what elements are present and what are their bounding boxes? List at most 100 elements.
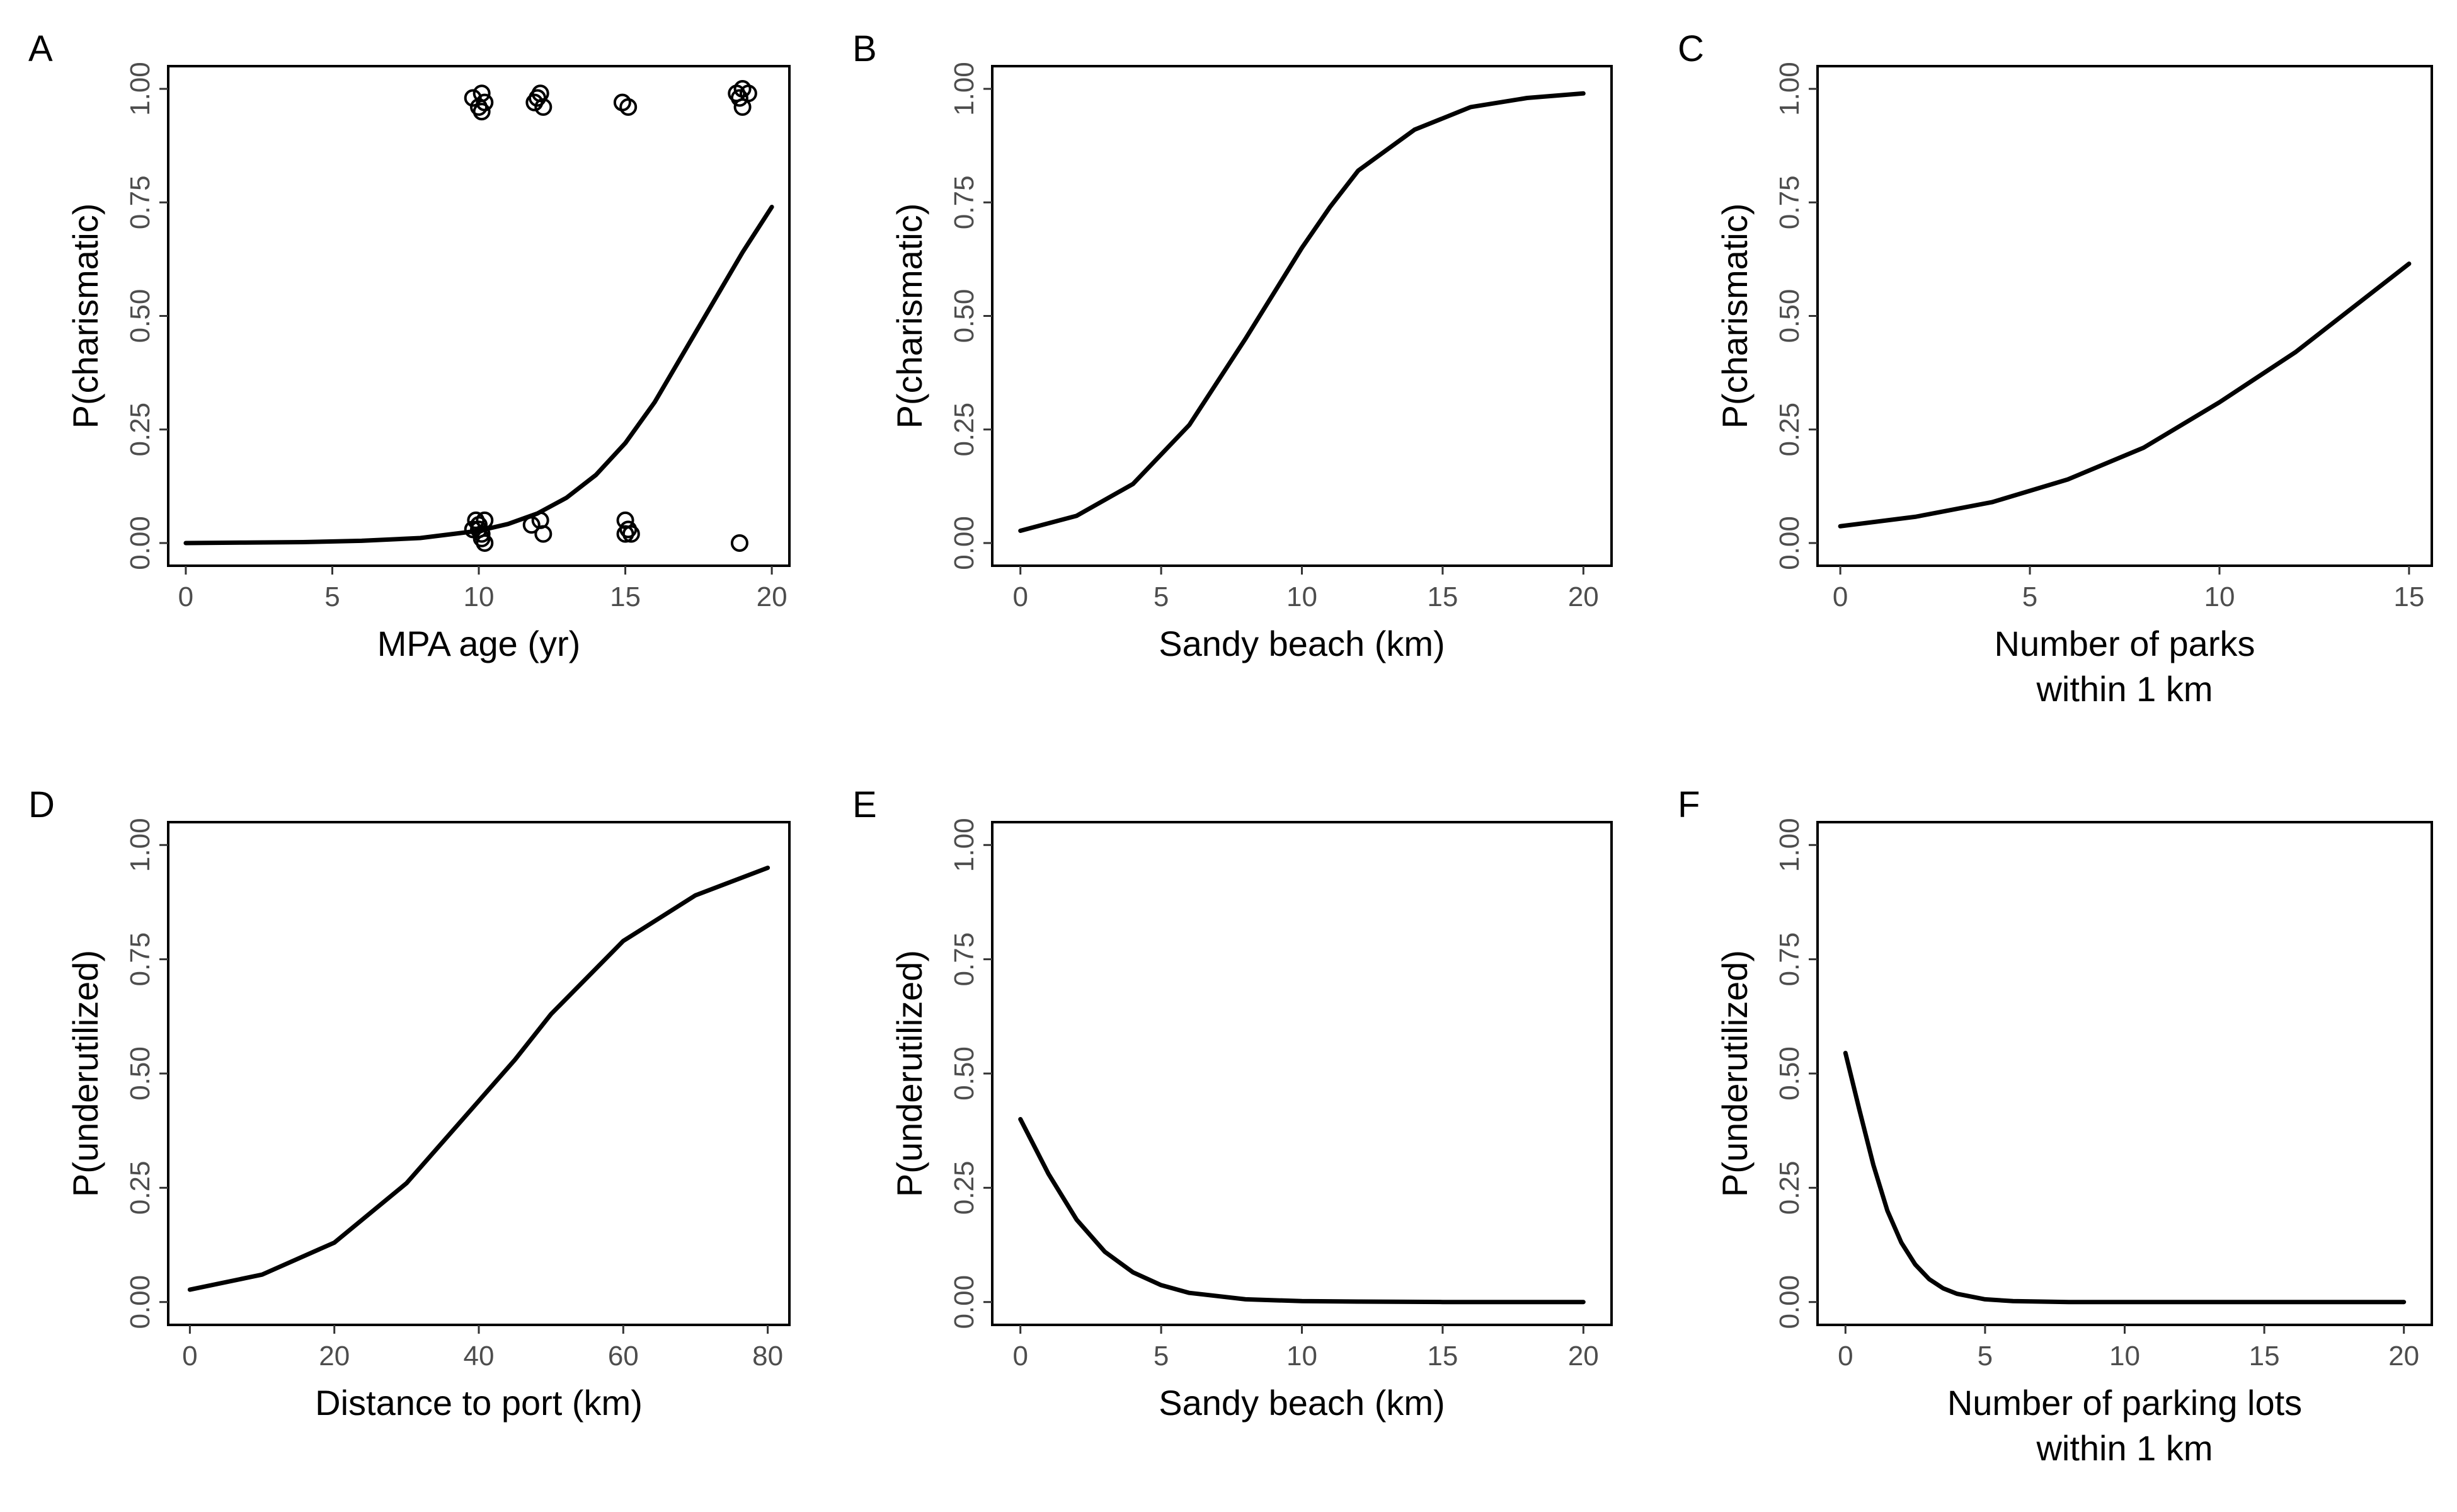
x-tick-label: 0 bbox=[1833, 581, 1848, 612]
fitted-curve bbox=[1843, 1050, 2407, 1305]
x-tick-label: 10 bbox=[2109, 1341, 2140, 1372]
y-axis-title: P(underutilized) bbox=[890, 950, 929, 1197]
data-point bbox=[622, 525, 640, 543]
x-tick-label: 0 bbox=[182, 1341, 197, 1372]
x-tick-label: 15 bbox=[2249, 1341, 2280, 1372]
panel-e-tag: E bbox=[852, 784, 877, 825]
data-point bbox=[616, 525, 634, 543]
x-tick-label: 5 bbox=[1978, 1341, 1993, 1372]
y-tick-label: 0.50 bbox=[125, 1046, 156, 1101]
x-tick-label: 5 bbox=[1154, 1341, 1169, 1372]
x-tick-label: 60 bbox=[608, 1341, 639, 1372]
x-tick-label: 15 bbox=[1427, 581, 1458, 612]
y-tick-label: 0.25 bbox=[949, 1161, 980, 1215]
x-tick-label: 20 bbox=[319, 1341, 350, 1372]
data-point bbox=[733, 98, 752, 116]
x-axis-title: MPA age (yr) bbox=[377, 624, 581, 663]
y-axis-title: P(charismatic) bbox=[1715, 203, 1755, 429]
data-point bbox=[464, 520, 482, 539]
x-axis-title: Distance to port (km) bbox=[315, 1383, 643, 1423]
y-tick-label: 0.75 bbox=[1774, 175, 1805, 229]
fitted-curve bbox=[183, 205, 774, 546]
x-tick-label: 15 bbox=[2393, 581, 2424, 612]
y-tick-label: 1.00 bbox=[949, 62, 980, 116]
x-tick-label: 15 bbox=[1427, 1341, 1458, 1372]
data-point bbox=[476, 511, 494, 529]
data-point bbox=[464, 89, 482, 107]
x-tick-label: 5 bbox=[2022, 581, 2037, 612]
y-tick-label: 0.50 bbox=[949, 1046, 980, 1101]
x-axis-title: within 1 km bbox=[2036, 1428, 2213, 1468]
y-tick-label: 0.00 bbox=[949, 1275, 980, 1329]
data-point bbox=[472, 529, 491, 547]
x-tick-label: 20 bbox=[2388, 1341, 2419, 1372]
x-axis-title: Number of parks bbox=[1995, 624, 2255, 663]
x-tick-label: 20 bbox=[1568, 1341, 1599, 1372]
x-tick-label: 15 bbox=[610, 581, 641, 612]
panel-a-tag: A bbox=[28, 28, 53, 69]
panel-e: E 0 5 10 15 20 0.00 0.25 0.50 0.75 1.00 Sandy beach… bbox=[852, 784, 1613, 1423]
data-point bbox=[522, 516, 541, 534]
x-tick-label: 80 bbox=[752, 1341, 783, 1372]
y-tick-label: 1.00 bbox=[125, 62, 156, 116]
y-tick-label: 0.00 bbox=[1774, 516, 1805, 570]
y-tick-label: 0.50 bbox=[1774, 289, 1805, 343]
x-axis-title: within 1 km bbox=[2036, 669, 2213, 709]
fitted-curve bbox=[187, 866, 770, 1292]
x-tick-label: 40 bbox=[464, 1341, 495, 1372]
panel-a: A 0 5 10 15 20 0.00 0.25 0.50 0.75 1.00 MPA age (yr… bbox=[28, 28, 791, 663]
y-tick-label: 0.00 bbox=[125, 516, 156, 570]
data-point bbox=[730, 89, 748, 107]
data-point bbox=[619, 98, 638, 116]
x-tick-label: 0 bbox=[1012, 1341, 1028, 1372]
panel-f-tag: F bbox=[1678, 784, 1700, 825]
panel-b-tag: B bbox=[852, 28, 877, 69]
y-tick-label: 0.25 bbox=[125, 403, 156, 457]
y-tick-label: 1.00 bbox=[949, 818, 980, 872]
y-axis-title: P(underutilized) bbox=[1715, 950, 1755, 1197]
x-axis-title: Sandy beach (km) bbox=[1159, 1383, 1445, 1423]
x-tick-label: 0 bbox=[178, 581, 193, 612]
x-tick-label: 20 bbox=[757, 581, 788, 612]
y-tick-label: 0.75 bbox=[1774, 932, 1805, 987]
x-tick-label: 0 bbox=[1838, 1341, 1853, 1372]
data-point bbox=[470, 520, 488, 539]
data-point bbox=[529, 89, 547, 107]
y-axis-title: P(charismatic) bbox=[890, 203, 929, 429]
fitted-curve bbox=[1838, 261, 2412, 529]
data-point bbox=[472, 84, 491, 103]
y-tick-label: 0.75 bbox=[949, 175, 980, 229]
data-point bbox=[534, 525, 553, 543]
y-axis-title: P(underutilized) bbox=[66, 950, 105, 1197]
panel-d: D 0 20 40 60 80 0.00 0.25 0.50 0.75 1.00 Distance t… bbox=[28, 784, 791, 1423]
y-tick-label: 1.00 bbox=[125, 818, 156, 872]
y-tick-label: 0.00 bbox=[125, 1275, 156, 1329]
panel-b: B 0 5 10 15 20 0.00 0.25 0.50 0.75 1.00 Sandy beach… bbox=[852, 28, 1613, 663]
y-tick-label: 0.75 bbox=[949, 932, 980, 987]
y-tick-label: 0.50 bbox=[125, 289, 156, 343]
x-tick-label: 5 bbox=[1154, 581, 1169, 612]
y-tick-label: 0.50 bbox=[949, 289, 980, 343]
y-tick-label: 0.00 bbox=[1774, 1275, 1805, 1329]
y-tick-label: 0.75 bbox=[125, 175, 156, 229]
x-tick-label: 10 bbox=[2204, 581, 2235, 612]
panel-d-tag: D bbox=[28, 784, 55, 825]
y-tick-label: 0.75 bbox=[125, 932, 156, 987]
x-axis-title: Sandy beach (km) bbox=[1159, 624, 1445, 663]
y-tick-label: 0.25 bbox=[1774, 403, 1805, 457]
x-tick-label: 5 bbox=[324, 581, 340, 612]
x-axis-title: Number of parking lots bbox=[1947, 1383, 2302, 1423]
panel-c: C 0 5 10 15 0.00 0.25 0.50 0.75 1.00 Number of par… bbox=[1678, 28, 2433, 709]
x-tick-label: 0 bbox=[1012, 581, 1028, 612]
x-tick-label: 10 bbox=[1286, 581, 1317, 612]
y-tick-label: 0.25 bbox=[1774, 1161, 1805, 1215]
data-point bbox=[534, 98, 553, 116]
x-tick-label: 20 bbox=[1568, 581, 1599, 612]
y-tick-label: 0.25 bbox=[949, 403, 980, 457]
y-tick-label: 0.00 bbox=[949, 516, 980, 570]
y-tick-label: 1.00 bbox=[1774, 818, 1805, 872]
y-tick-label: 0.25 bbox=[125, 1161, 156, 1215]
fitted-curve bbox=[1018, 91, 1586, 533]
